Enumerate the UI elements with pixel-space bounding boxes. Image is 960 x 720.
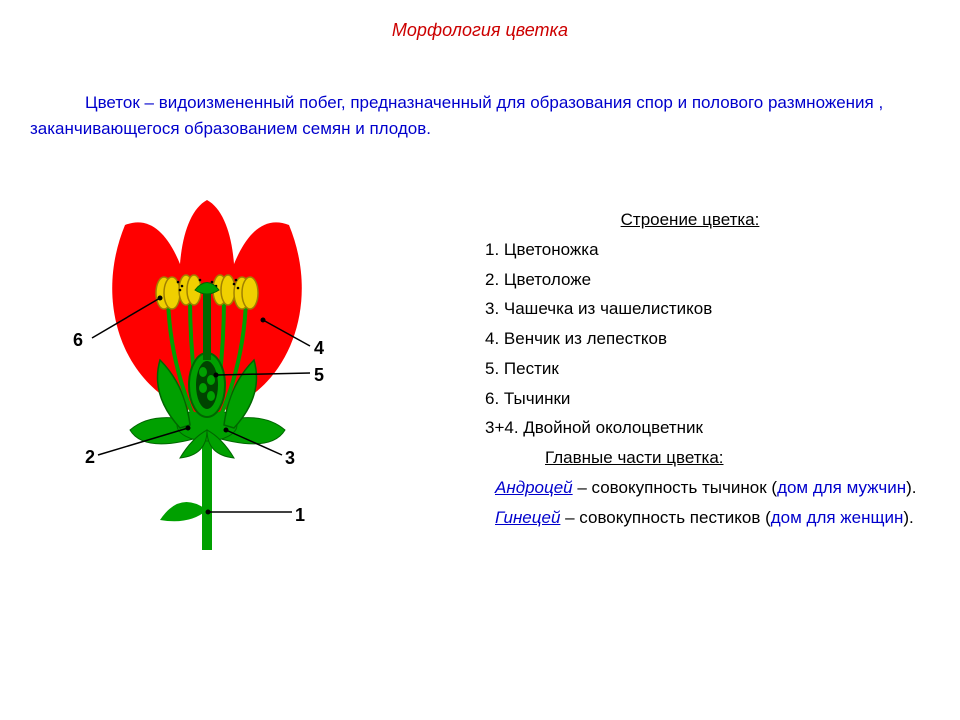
item-4: 4. Венчик из лепестков [485, 324, 925, 354]
gynoecium-blue: дом для женщин [771, 508, 904, 527]
label-2: 2 [85, 447, 95, 468]
flower-diagram: 1 2 3 4 5 6 [30, 190, 390, 560]
label-6: 6 [73, 330, 83, 351]
androecium-line: Андроцей – совокупность тычинок (дом для… [455, 473, 925, 503]
def-term: Цветок [85, 93, 140, 112]
definition-block: Цветок – видоизмененный побег, предназна… [30, 90, 930, 141]
def-rest: – видоизмененный побег, предназначенный … [30, 93, 883, 138]
androecium-blue: дом для мужчин [777, 478, 906, 497]
item-2: 2. Цветоложе [485, 265, 925, 295]
label-1: 1 [295, 505, 305, 526]
title-text: Морфология цветка [392, 20, 568, 40]
label-4: 4 [314, 338, 324, 359]
androecium-rest: – совокупность тычинок ( [573, 478, 777, 497]
gynoecium-term: Гинецей [495, 508, 560, 527]
item-5: 5. Пестик [485, 354, 925, 384]
item-1: 1. Цветоножка [485, 235, 925, 265]
label-5: 5 [314, 365, 324, 386]
item-3: 3. Чашечка из чашелистиков [485, 294, 925, 324]
main-heading: Главные части цветка: [545, 443, 724, 473]
item-6: 6. Тычинки [485, 384, 925, 414]
label-3: 3 [285, 448, 295, 469]
androecium-close: ). [906, 478, 916, 497]
item-7: 3+4. Двойной околоцветник [485, 413, 925, 443]
gynoecium-line: Гинецей – совокупность пестиков (дом для… [455, 503, 925, 533]
page-title: Морфология цветка [0, 20, 960, 41]
structure-heading: Строение цветка: [455, 205, 925, 235]
gynoecium-close: ). [903, 508, 913, 527]
text-column: Строение цветка: 1. Цветоножка 2. Цветол… [455, 205, 925, 532]
androecium-term: Андроцей [495, 478, 573, 497]
gynoecium-rest: – совокупность пестиков ( [560, 508, 770, 527]
